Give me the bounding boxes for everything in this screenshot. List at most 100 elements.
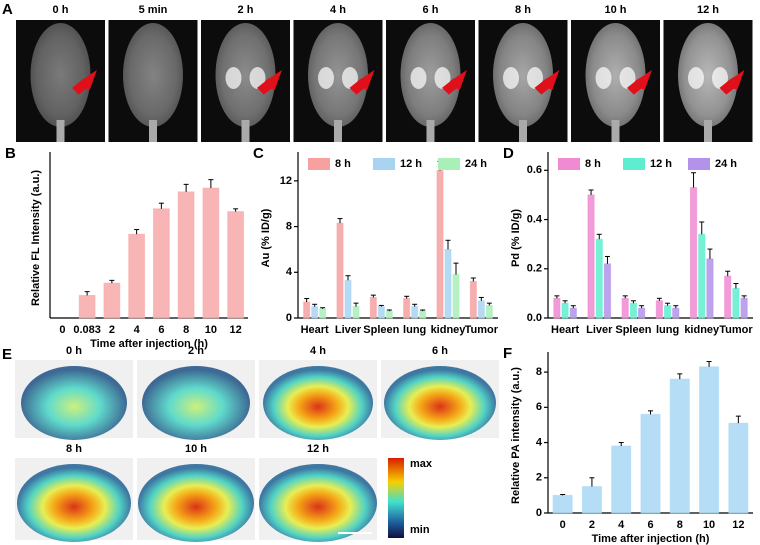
image-label: 0 h bbox=[53, 4, 69, 16]
legend-swatch bbox=[623, 158, 645, 170]
bar bbox=[336, 222, 344, 319]
arrow bbox=[627, 69, 652, 95]
y-axis-label: Pd (% ID/g) bbox=[510, 209, 522, 267]
legend-label: 24 h bbox=[715, 158, 737, 170]
bar bbox=[561, 302, 569, 319]
bar bbox=[587, 194, 595, 319]
y-axis-label: Relative FL Intensity (a.u.) bbox=[30, 170, 42, 306]
bright-spot bbox=[434, 67, 451, 89]
arrow bbox=[349, 69, 375, 95]
x-tick-label: 6 bbox=[158, 324, 164, 336]
mouse-body bbox=[308, 23, 368, 127]
arrow bbox=[719, 69, 745, 95]
bar bbox=[419, 310, 427, 319]
bar bbox=[202, 187, 220, 319]
x-tick-label: kidney bbox=[684, 324, 720, 336]
mouse-body bbox=[678, 23, 738, 127]
mouse-body bbox=[30, 23, 91, 127]
y-tick-label: 0.4 bbox=[527, 213, 543, 225]
x-tick-label: 8 bbox=[677, 519, 683, 531]
image-label: 4 h bbox=[310, 345, 326, 357]
y-tick-label: 0 bbox=[286, 312, 292, 324]
bar bbox=[128, 233, 146, 319]
image-label: 2 h bbox=[238, 4, 254, 16]
bar bbox=[452, 274, 460, 319]
pa-signal bbox=[259, 464, 377, 542]
x-tick-label: 10 bbox=[205, 324, 217, 336]
bar bbox=[611, 445, 632, 514]
bar bbox=[352, 306, 360, 319]
bar bbox=[385, 310, 393, 319]
pa-signal bbox=[138, 464, 254, 542]
x-tick-label: 2 bbox=[109, 324, 115, 336]
legend-swatch bbox=[688, 158, 710, 170]
y-tick-label: 4 bbox=[286, 266, 293, 278]
bright-spot bbox=[527, 67, 543, 89]
panel-letter: A bbox=[2, 1, 13, 18]
bright-spot bbox=[619, 67, 636, 89]
image-label: 12 h bbox=[307, 443, 329, 455]
bar bbox=[663, 305, 672, 319]
pa-signal bbox=[384, 366, 496, 440]
y-tick-label: 8 bbox=[286, 220, 292, 232]
y-tick-label: 12 bbox=[280, 175, 292, 187]
mouse-body bbox=[215, 23, 276, 127]
image-label: 2 h bbox=[188, 345, 204, 357]
bright-spot bbox=[225, 67, 242, 89]
bar bbox=[485, 304, 493, 319]
bar bbox=[689, 187, 698, 319]
legend-swatch bbox=[308, 158, 330, 170]
bar bbox=[698, 233, 706, 319]
bar bbox=[311, 306, 319, 319]
mouse-tail bbox=[611, 120, 620, 142]
bar bbox=[595, 238, 603, 319]
y-tick-label: 6 bbox=[536, 401, 542, 413]
bar bbox=[403, 298, 411, 319]
mouse-tail bbox=[56, 120, 65, 142]
x-tick-label: Tumor bbox=[465, 324, 499, 336]
bar bbox=[377, 306, 385, 319]
bar bbox=[603, 263, 612, 319]
pa-signal bbox=[263, 366, 373, 440]
mouse-tail bbox=[149, 120, 157, 142]
colorbar-min: min bbox=[410, 524, 430, 536]
colorbar-max: max bbox=[410, 458, 433, 470]
mouse-tail bbox=[426, 120, 435, 142]
image-label: 12 h bbox=[697, 4, 719, 16]
legend-swatch bbox=[438, 158, 460, 170]
legend-label: 8 h bbox=[335, 158, 351, 170]
mouse-tail bbox=[704, 120, 712, 142]
x-tick-label: 8 bbox=[183, 324, 189, 336]
bar bbox=[640, 413, 661, 514]
x-tick-label: 12 bbox=[230, 324, 242, 336]
bar bbox=[78, 294, 96, 319]
x-tick-label: 12 bbox=[732, 519, 744, 531]
y-tick-label: 0.0 bbox=[527, 312, 542, 324]
bar bbox=[103, 282, 121, 319]
x-tick-label: Tumor bbox=[719, 324, 753, 336]
image-label: 10 h bbox=[604, 4, 626, 16]
mouse-body bbox=[585, 23, 646, 127]
bar bbox=[152, 208, 170, 319]
arrow bbox=[72, 69, 97, 95]
bar bbox=[477, 300, 485, 319]
bright-spot bbox=[503, 67, 519, 89]
bar bbox=[369, 296, 377, 319]
y-tick-label: 0.2 bbox=[527, 263, 542, 275]
bar bbox=[740, 297, 748, 319]
mouse-tail bbox=[519, 120, 527, 142]
x-tick-label: 10 bbox=[703, 519, 715, 531]
x-tick-label: 6 bbox=[647, 519, 653, 531]
panel-letter: C bbox=[253, 145, 264, 162]
bar bbox=[319, 308, 327, 319]
bar bbox=[581, 486, 602, 514]
bright-spot bbox=[249, 67, 266, 89]
x-tick-label: lung bbox=[403, 324, 426, 336]
x-axis-label: Time after injection (h) bbox=[592, 533, 710, 545]
bright-spot bbox=[318, 67, 334, 89]
bar bbox=[444, 248, 452, 319]
mouse-body bbox=[400, 23, 461, 127]
bar bbox=[706, 258, 714, 319]
bar bbox=[569, 307, 577, 319]
bar bbox=[303, 301, 311, 319]
